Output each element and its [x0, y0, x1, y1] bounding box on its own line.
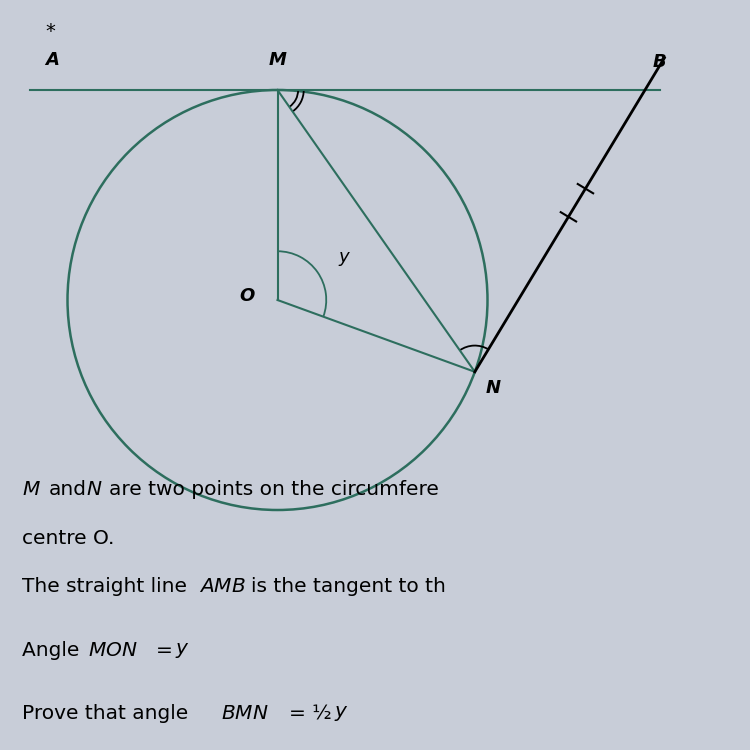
- Text: and: and: [49, 480, 87, 499]
- Text: $\it{AMB}$: $\it{AMB}$: [199, 578, 245, 596]
- Text: y: y: [339, 248, 350, 266]
- Text: M: M: [268, 51, 286, 69]
- Text: $\it{N}$: $\it{N}$: [86, 480, 103, 499]
- Text: =: =: [156, 640, 179, 660]
- Text: O: O: [240, 287, 255, 305]
- Text: $\it{BMN}$: $\it{BMN}$: [221, 704, 269, 723]
- Text: are two points on the circumfere: are two points on the circumfere: [109, 480, 439, 499]
- Text: $\it{y}$: $\it{y}$: [175, 640, 190, 660]
- Text: $\it{y}$: $\it{y}$: [334, 704, 349, 723]
- Text: *: *: [45, 22, 55, 41]
- Text: is the tangent to th: is the tangent to th: [251, 578, 446, 596]
- Text: = ½: = ½: [289, 704, 338, 723]
- Text: The straight line: The straight line: [22, 578, 194, 596]
- Text: N: N: [486, 380, 501, 398]
- Text: centre O.: centre O.: [22, 529, 115, 548]
- Text: A: A: [45, 51, 58, 69]
- Text: B: B: [652, 53, 666, 71]
- Text: $\it{M}$: $\it{M}$: [22, 480, 41, 499]
- Text: $\it{MON}$: $\it{MON}$: [88, 640, 138, 660]
- Text: Prove that angle: Prove that angle: [22, 704, 195, 723]
- Text: Angle: Angle: [22, 640, 86, 660]
